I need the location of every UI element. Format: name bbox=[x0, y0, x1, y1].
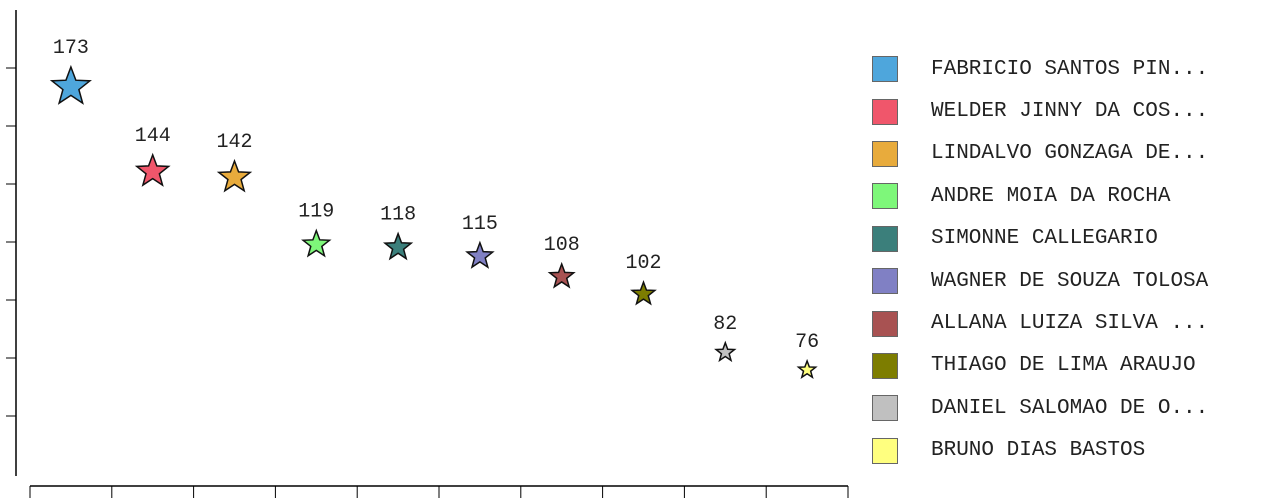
data-label: 82 bbox=[713, 313, 737, 336]
legend-swatch bbox=[872, 352, 898, 379]
legend-label: ANDRE MOIA DA ROCHA bbox=[931, 184, 1171, 208]
star-marker bbox=[301, 228, 332, 258]
legend-item: LINDALVO GONZAGA DE... bbox=[872, 133, 1208, 175]
legend-swatch bbox=[872, 268, 898, 295]
star-marker bbox=[714, 340, 737, 363]
legend-label: WAGNER DE SOUZA TOLOSA bbox=[931, 269, 1209, 293]
legend: FABRICIO SANTOS PIN... WELDER JINNY DA CO… bbox=[872, 48, 1208, 472]
star-marker bbox=[49, 64, 92, 105]
star-marker bbox=[547, 261, 576, 289]
legend-label: THIAGO DE LIMA ARAUJO bbox=[931, 354, 1196, 378]
star-marker bbox=[216, 158, 253, 193]
legend-item: ANDRE MOIA DA ROCHA bbox=[872, 175, 1208, 217]
data-label: 108 bbox=[544, 234, 580, 257]
legend-label: SIMONNE CALLEGARIO bbox=[931, 227, 1158, 251]
legend-item: FABRICIO SANTOS PIN... bbox=[872, 48, 1208, 90]
legend-label: ALLANA LUIZA SILVA ... bbox=[931, 312, 1209, 336]
data-label: 102 bbox=[625, 252, 661, 275]
legend-label: WELDER JINNY DA COS... bbox=[931, 100, 1209, 124]
legend-item: WELDER JINNY DA COS... bbox=[872, 90, 1208, 132]
legend-label: BRUNO DIAS BASTOS bbox=[931, 439, 1146, 463]
data-label: 76 bbox=[795, 331, 819, 354]
data-label: 142 bbox=[216, 131, 252, 154]
star-marker bbox=[465, 240, 495, 269]
axes bbox=[6, 10, 849, 498]
star-marker bbox=[796, 358, 818, 380]
legend-item: BRUNO DIAS BASTOS bbox=[872, 430, 1208, 472]
star-marker bbox=[382, 231, 414, 261]
legend-swatch bbox=[872, 310, 898, 337]
data-label: 118 bbox=[380, 204, 416, 227]
legend-swatch bbox=[872, 98, 898, 125]
data-label: 119 bbox=[298, 201, 334, 224]
legend-item: WAGNER DE SOUZA TOLOSA bbox=[872, 260, 1208, 302]
star-marker bbox=[630, 280, 657, 306]
star-marker bbox=[134, 152, 171, 187]
data-label: 144 bbox=[135, 125, 171, 148]
legend-swatch bbox=[872, 56, 898, 83]
data-label: 173 bbox=[53, 37, 89, 60]
legend-swatch bbox=[872, 437, 898, 464]
scatter-chart: 173 144 142 119 118 115 108 102 82 76 bbox=[6, 10, 849, 498]
legend-swatch bbox=[872, 183, 898, 210]
chart-marks: 173 144 142 119 118 115 108 102 82 76 bbox=[49, 37, 819, 380]
legend-item: THIAGO DE LIMA ARAUJO bbox=[872, 345, 1208, 387]
legend-item: DANIEL SALOMAO DE O... bbox=[872, 387, 1208, 429]
data-label: 115 bbox=[462, 213, 498, 236]
legend-item: ALLANA LUIZA SILVA ... bbox=[872, 302, 1208, 344]
legend-label: FABRICIO SANTOS PIN... bbox=[931, 57, 1209, 81]
legend-swatch bbox=[872, 395, 898, 422]
legend-item: SIMONNE CALLEGARIO bbox=[872, 218, 1208, 260]
legend-label: DANIEL SALOMAO DE O... bbox=[931, 396, 1209, 420]
legend-swatch bbox=[872, 140, 898, 167]
legend-swatch bbox=[872, 225, 898, 252]
legend-label: LINDALVO GONZAGA DE... bbox=[931, 142, 1209, 166]
